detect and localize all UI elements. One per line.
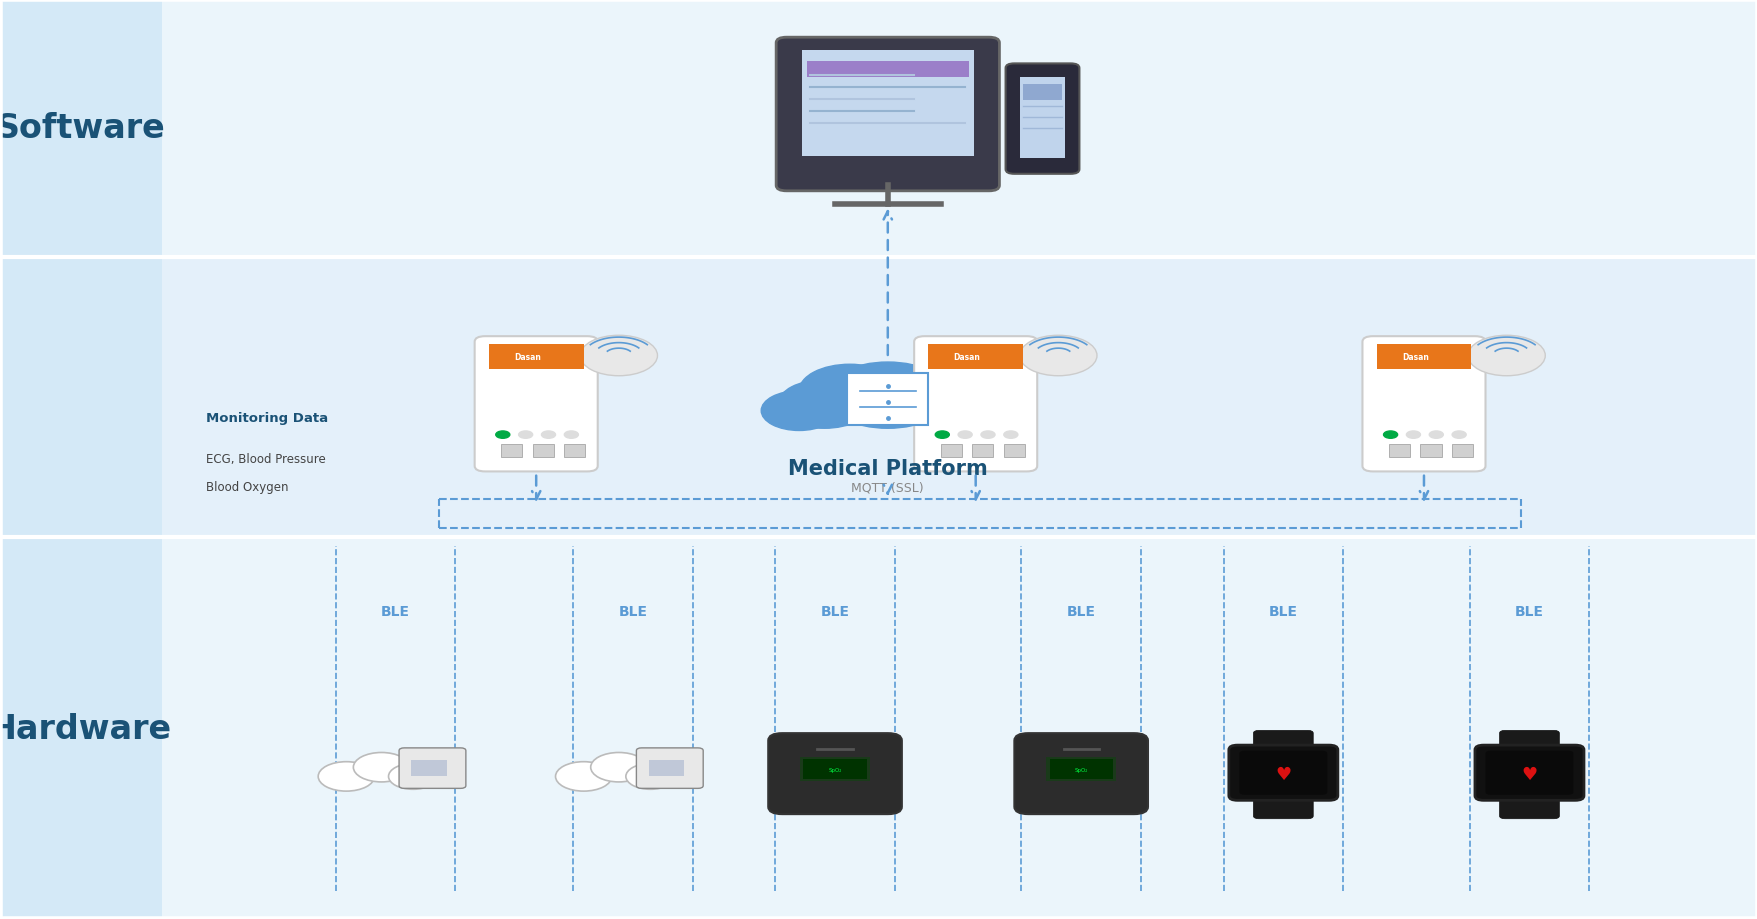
Circle shape	[318, 762, 374, 791]
Text: BLE: BLE	[821, 604, 849, 618]
FancyBboxPatch shape	[1003, 444, 1024, 457]
Circle shape	[824, 363, 951, 429]
FancyBboxPatch shape	[764, 403, 1010, 420]
FancyBboxPatch shape	[1253, 793, 1312, 819]
FancyBboxPatch shape	[1499, 731, 1558, 756]
Circle shape	[905, 380, 996, 429]
Text: ECG, Blood Pressure: ECG, Blood Pressure	[206, 453, 325, 466]
Circle shape	[761, 391, 836, 431]
FancyBboxPatch shape	[564, 444, 585, 457]
FancyBboxPatch shape	[1019, 78, 1065, 159]
FancyBboxPatch shape	[501, 444, 522, 457]
FancyBboxPatch shape	[1045, 757, 1116, 781]
Circle shape	[541, 431, 555, 438]
FancyBboxPatch shape	[1049, 759, 1112, 779]
Circle shape	[938, 391, 1014, 431]
FancyBboxPatch shape	[399, 748, 466, 789]
FancyBboxPatch shape	[928, 344, 1023, 369]
Text: SpO₂: SpO₂	[1074, 766, 1088, 772]
Text: ♥: ♥	[1520, 765, 1537, 783]
FancyBboxPatch shape	[1485, 751, 1573, 795]
Circle shape	[625, 764, 675, 789]
Text: Medical Platform: Medical Platform	[787, 459, 987, 479]
FancyBboxPatch shape	[1253, 731, 1312, 756]
Text: BLE: BLE	[1066, 604, 1095, 618]
Circle shape	[1019, 335, 1096, 376]
FancyBboxPatch shape	[474, 336, 597, 471]
Circle shape	[935, 431, 949, 438]
FancyBboxPatch shape	[162, 0, 1757, 257]
Circle shape	[799, 365, 900, 418]
FancyBboxPatch shape	[799, 757, 870, 781]
FancyBboxPatch shape	[914, 336, 1037, 471]
FancyBboxPatch shape	[847, 374, 928, 425]
FancyBboxPatch shape	[411, 760, 446, 777]
FancyBboxPatch shape	[1388, 444, 1409, 457]
Circle shape	[1003, 431, 1017, 438]
FancyBboxPatch shape	[1451, 444, 1472, 457]
Circle shape	[495, 431, 510, 438]
FancyBboxPatch shape	[803, 759, 866, 779]
Text: Hardware: Hardware	[0, 712, 172, 744]
Circle shape	[778, 380, 870, 429]
Circle shape	[1467, 335, 1544, 376]
Text: Software: Software	[0, 112, 165, 145]
Circle shape	[1428, 431, 1442, 438]
FancyBboxPatch shape	[162, 257, 1757, 538]
Text: SpO₂: SpO₂	[828, 766, 842, 772]
Circle shape	[388, 764, 437, 789]
Text: Dasan: Dasan	[513, 353, 541, 361]
Circle shape	[580, 335, 657, 376]
FancyBboxPatch shape	[1376, 344, 1471, 369]
FancyBboxPatch shape	[532, 444, 553, 457]
Text: BLE: BLE	[618, 604, 647, 618]
FancyBboxPatch shape	[1228, 745, 1337, 800]
Text: BLE: BLE	[1269, 604, 1297, 618]
FancyBboxPatch shape	[777, 38, 998, 192]
FancyBboxPatch shape	[768, 733, 901, 814]
Circle shape	[353, 753, 409, 782]
Circle shape	[980, 431, 994, 438]
Text: Dasan: Dasan	[1400, 353, 1428, 361]
FancyBboxPatch shape	[1023, 85, 1061, 101]
FancyBboxPatch shape	[1474, 745, 1583, 800]
FancyBboxPatch shape	[1420, 444, 1441, 457]
Text: Dasan: Dasan	[952, 353, 980, 361]
Text: BLE: BLE	[381, 604, 409, 618]
Circle shape	[518, 431, 532, 438]
FancyBboxPatch shape	[801, 51, 973, 156]
FancyBboxPatch shape	[940, 444, 961, 457]
FancyBboxPatch shape	[488, 344, 583, 369]
Circle shape	[1406, 431, 1420, 438]
Circle shape	[555, 762, 611, 791]
FancyBboxPatch shape	[1362, 336, 1485, 471]
Circle shape	[1383, 431, 1397, 438]
FancyBboxPatch shape	[648, 760, 683, 777]
FancyBboxPatch shape	[972, 444, 993, 457]
Circle shape	[590, 753, 647, 782]
FancyBboxPatch shape	[0, 0, 162, 919]
Text: Blood Oxygen: Blood Oxygen	[206, 481, 288, 494]
Circle shape	[958, 431, 972, 438]
Text: MQTT (SSL): MQTT (SSL)	[850, 481, 924, 494]
FancyBboxPatch shape	[162, 538, 1757, 919]
Text: BLE: BLE	[1515, 604, 1543, 618]
Text: Monitoring Data: Monitoring Data	[206, 412, 327, 425]
FancyBboxPatch shape	[636, 748, 703, 789]
Circle shape	[564, 431, 578, 438]
FancyBboxPatch shape	[1499, 793, 1558, 819]
FancyBboxPatch shape	[1014, 733, 1147, 814]
Text: ♥: ♥	[1274, 765, 1291, 783]
Circle shape	[1451, 431, 1465, 438]
Circle shape	[875, 365, 975, 418]
FancyBboxPatch shape	[1005, 64, 1079, 175]
FancyBboxPatch shape	[1239, 751, 1327, 795]
FancyBboxPatch shape	[806, 62, 968, 78]
